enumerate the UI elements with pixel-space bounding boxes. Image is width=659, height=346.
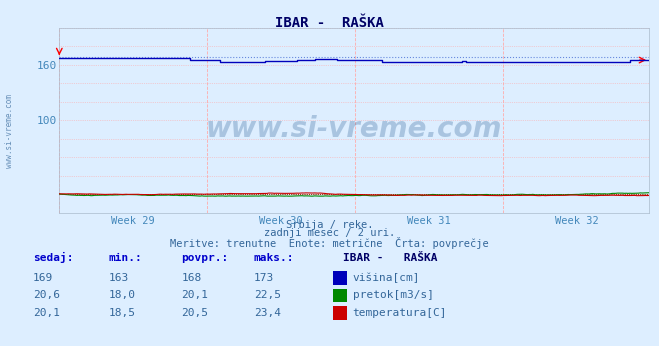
- Text: 18,0: 18,0: [109, 290, 136, 300]
- Text: 168: 168: [181, 273, 202, 283]
- Text: 173: 173: [254, 273, 274, 283]
- Text: 20,1: 20,1: [33, 308, 60, 318]
- Text: povpr.:: povpr.:: [181, 253, 229, 263]
- Text: temperatura[C]: temperatura[C]: [353, 308, 447, 318]
- Text: Meritve: trenutne  Enote: metrične  Črta: povprečje: Meritve: trenutne Enote: metrične Črta: …: [170, 237, 489, 249]
- Text: 20,6: 20,6: [33, 290, 60, 300]
- Text: www.si-vreme.com: www.si-vreme.com: [5, 94, 14, 169]
- Text: 18,5: 18,5: [109, 308, 136, 318]
- Text: 169: 169: [33, 273, 53, 283]
- Text: 163: 163: [109, 273, 129, 283]
- Text: 23,4: 23,4: [254, 308, 281, 318]
- Text: 20,5: 20,5: [181, 308, 208, 318]
- Text: maks.:: maks.:: [254, 253, 294, 263]
- Text: IBAR -  RAŠKA: IBAR - RAŠKA: [275, 16, 384, 29]
- Text: pretok[m3/s]: pretok[m3/s]: [353, 290, 434, 300]
- Text: 22,5: 22,5: [254, 290, 281, 300]
- Text: višina[cm]: višina[cm]: [353, 273, 420, 283]
- Text: min.:: min.:: [109, 253, 142, 263]
- Text: www.si-vreme.com: www.si-vreme.com: [206, 116, 502, 144]
- Text: 20,1: 20,1: [181, 290, 208, 300]
- Text: Srbija / reke.: Srbija / reke.: [286, 220, 373, 230]
- Text: zadnji mesec / 2 uri.: zadnji mesec / 2 uri.: [264, 228, 395, 238]
- Text: sedaj:: sedaj:: [33, 252, 73, 263]
- Text: IBAR -   RAŠKA: IBAR - RAŠKA: [343, 253, 437, 263]
